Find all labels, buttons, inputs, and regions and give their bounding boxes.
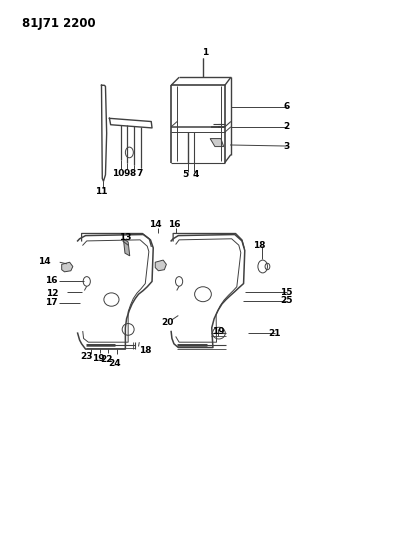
Text: 9: 9 [123, 169, 130, 177]
Text: 25: 25 [280, 296, 293, 305]
Text: 19: 19 [212, 327, 224, 336]
Text: 16: 16 [168, 221, 181, 229]
Text: 8: 8 [129, 169, 136, 177]
Text: 18: 18 [253, 241, 266, 249]
Text: 12: 12 [47, 289, 59, 297]
Polygon shape [123, 239, 130, 256]
Text: 5: 5 [182, 171, 189, 179]
Text: 3: 3 [283, 142, 290, 150]
Text: 20: 20 [161, 318, 174, 327]
Polygon shape [155, 260, 166, 271]
Polygon shape [62, 262, 73, 272]
Polygon shape [210, 139, 224, 147]
Text: 1: 1 [202, 48, 208, 56]
Text: 7: 7 [137, 169, 143, 177]
Text: 18: 18 [139, 346, 152, 355]
Text: 13: 13 [119, 233, 132, 241]
Text: 15: 15 [280, 288, 293, 296]
Text: 23: 23 [80, 352, 93, 360]
Text: 81J71 2200: 81J71 2200 [22, 18, 96, 30]
Text: 14: 14 [149, 221, 162, 229]
Text: 24: 24 [108, 359, 121, 368]
Text: 22: 22 [100, 356, 113, 364]
Text: 16: 16 [45, 276, 57, 285]
Text: 4: 4 [193, 171, 199, 179]
Text: 19: 19 [92, 354, 105, 362]
Text: 2: 2 [283, 123, 290, 131]
Text: 6: 6 [283, 102, 290, 111]
Text: 11: 11 [95, 188, 108, 196]
Text: 21: 21 [268, 329, 281, 337]
Text: 14: 14 [38, 257, 51, 265]
Text: 17: 17 [45, 298, 57, 307]
Text: 10: 10 [112, 169, 125, 177]
